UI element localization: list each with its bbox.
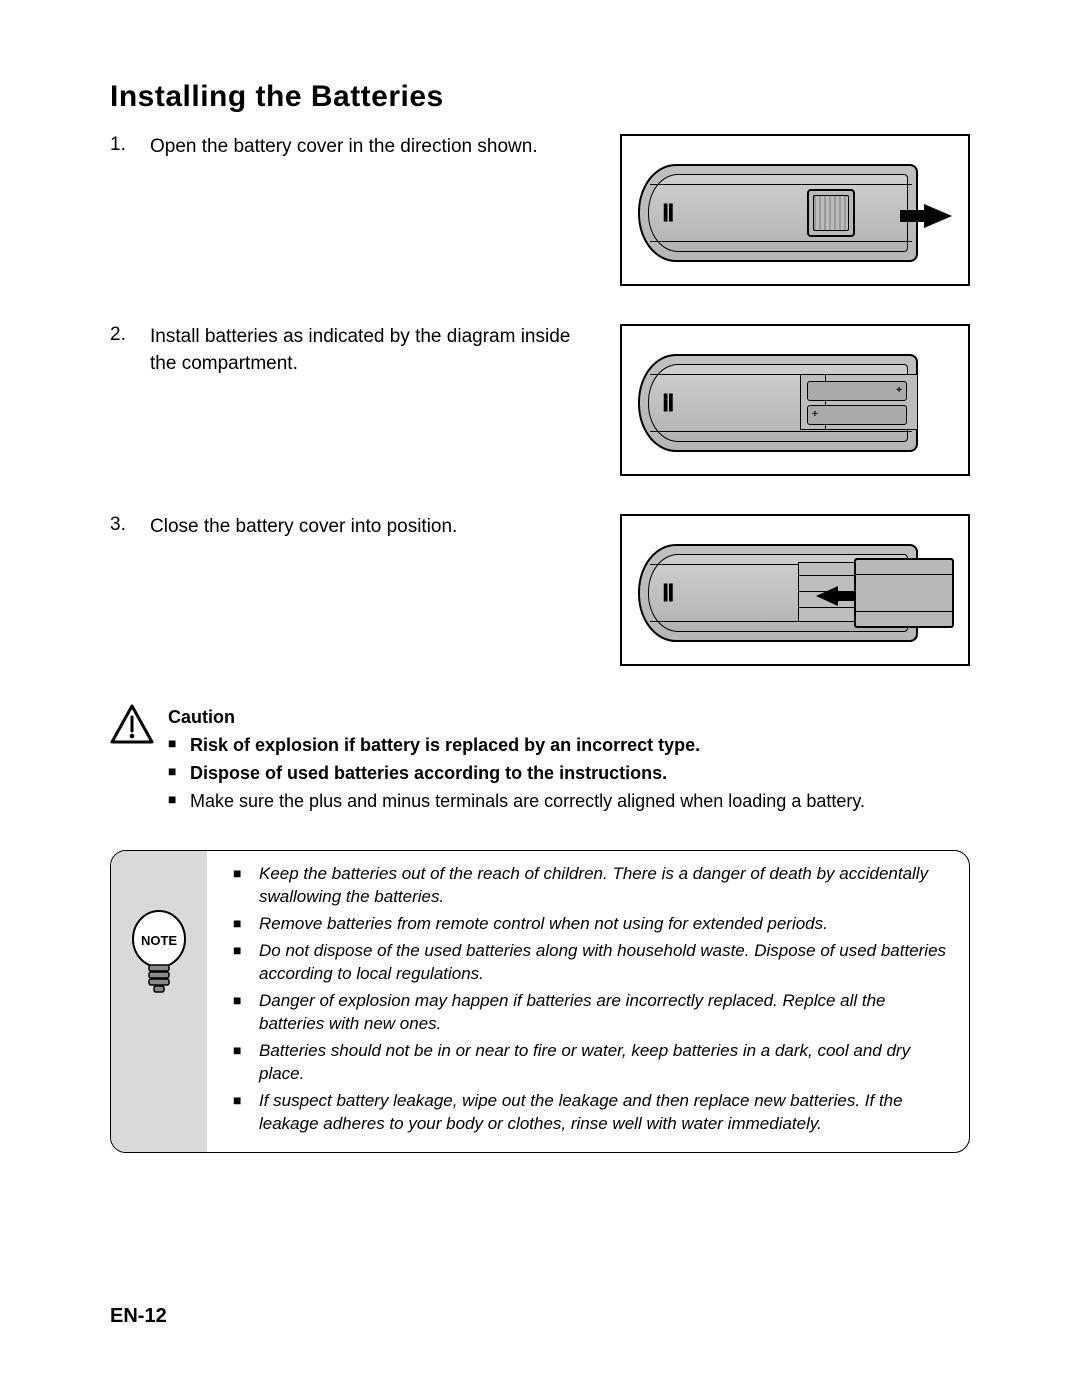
note-item: If suspect battery leakage, wipe out the… <box>233 1090 953 1136</box>
note-item: Do not dispose of the used batteries alo… <box>233 940 953 986</box>
slide-out-arrow-icon <box>924 204 952 228</box>
caution-item: Risk of explosion if battery is replaced… <box>168 732 970 758</box>
step-2: 2. Install batteries as indicated by the… <box>110 324 970 484</box>
note-content: Keep the batteries out of the reach of c… <box>207 851 969 1151</box>
step-3-text: Close the battery cover into position. <box>150 514 620 541</box>
note-label: NOTE <box>141 933 177 948</box>
step-2-figure: II + + <box>620 324 970 476</box>
grip-icon: II <box>662 198 672 229</box>
note-item: Remove batteries from remote control whe… <box>233 913 953 936</box>
step-1: 1. Open the battery cover in the directi… <box>110 134 970 294</box>
step-1-number: 1. <box>110 134 150 156</box>
step-3: 3. Close the battery cover into position… <box>110 514 970 674</box>
step-2-text: Install batteries as indicated by the di… <box>150 324 620 377</box>
battery-compartment-icon: + + <box>800 374 918 430</box>
lightbulb-icon: NOTE <box>124 901 194 1001</box>
battery-cover-icon <box>807 189 855 237</box>
battery-icon: + <box>807 381 907 401</box>
step-2-number: 2. <box>110 324 150 346</box>
note-icon-column: NOTE <box>111 851 207 1151</box>
caution-item: Dispose of used batteries according to t… <box>168 760 970 786</box>
grip-icon: II <box>662 578 672 609</box>
steps-list: 1. Open the battery cover in the directi… <box>110 134 970 674</box>
page-title: Installing the Batteries <box>110 80 970 114</box>
step-1-figure: II <box>620 134 970 286</box>
note-box: NOTE Keep the batteries out of the reach… <box>110 850 970 1152</box>
battery-cover-icon <box>854 558 954 628</box>
caution-heading: Caution <box>168 704 970 730</box>
step-3-number: 3. <box>110 514 150 536</box>
page-number: EN-12 <box>110 1305 167 1328</box>
note-item: Batteries should not be in or near to fi… <box>233 1040 953 1086</box>
step-1-text: Open the battery cover in the direction … <box>150 134 620 161</box>
step-3-figure: II <box>620 514 970 666</box>
warning-icon <box>110 704 154 744</box>
caution-item: Make sure the plus and minus terminals a… <box>168 788 970 814</box>
caution-section: Caution Risk of explosion if battery is … <box>110 704 970 816</box>
grip-icon: II <box>662 388 672 419</box>
note-item: Keep the batteries out of the reach of c… <box>233 863 953 909</box>
battery-icon: + <box>807 405 907 425</box>
note-item: Danger of explosion may happen if batter… <box>233 990 953 1036</box>
caution-content: Caution Risk of explosion if battery is … <box>168 704 970 816</box>
slide-in-arrow-icon <box>816 586 838 606</box>
remote-illustration: II <box>638 164 918 262</box>
